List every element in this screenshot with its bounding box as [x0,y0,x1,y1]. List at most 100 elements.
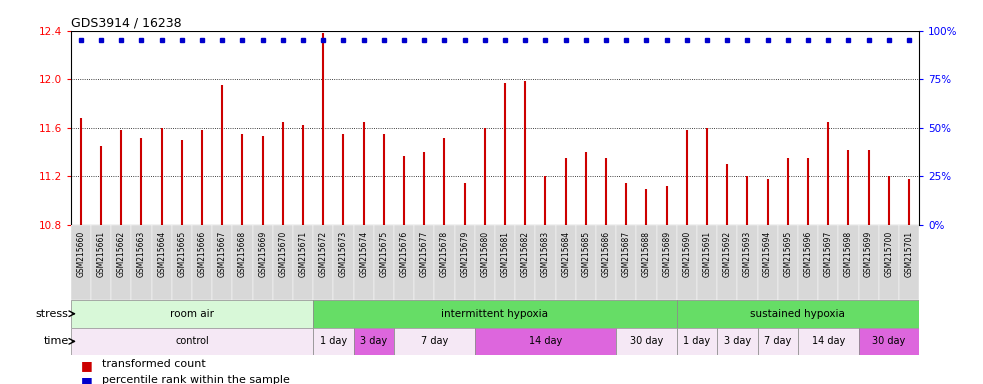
Bar [697,225,718,300]
Text: GSM215697: GSM215697 [824,231,833,277]
Text: GSM215663: GSM215663 [137,231,145,277]
Bar [172,225,192,300]
Bar [151,225,172,300]
Bar [434,225,454,300]
Text: GSM215676: GSM215676 [399,231,409,277]
Text: GSM215687: GSM215687 [621,231,631,277]
Bar [454,225,475,300]
Bar [394,225,414,300]
Bar [758,225,778,300]
Bar [737,225,758,300]
Text: GSM215660: GSM215660 [77,231,86,277]
Bar [758,328,798,355]
Bar [676,328,718,355]
Bar [374,225,394,300]
Bar [515,225,536,300]
Text: GSM215670: GSM215670 [278,231,287,277]
Text: GSM215668: GSM215668 [238,231,247,277]
Text: 14 day: 14 day [529,336,562,346]
Bar [232,225,253,300]
Text: GSM215695: GSM215695 [783,231,792,277]
Text: 3 day: 3 day [723,336,751,346]
Text: GSM215682: GSM215682 [521,231,530,277]
Bar [192,225,212,300]
Bar [314,225,333,300]
Bar [253,225,272,300]
Text: GSM215664: GSM215664 [157,231,166,277]
Text: GSM215672: GSM215672 [318,231,327,277]
Text: 14 day: 14 day [812,336,844,346]
Bar [71,225,91,300]
Bar [616,328,676,355]
Bar [132,225,151,300]
Text: stress: stress [36,309,69,319]
Bar [494,225,515,300]
Text: GSM215694: GSM215694 [763,231,772,277]
Bar [475,225,494,300]
Text: ■: ■ [81,375,92,384]
Bar [898,225,919,300]
Bar [414,225,434,300]
Bar [879,225,898,300]
Text: GSM215671: GSM215671 [299,231,308,277]
Text: GSM215678: GSM215678 [440,231,449,277]
Bar [798,225,818,300]
Bar [838,225,858,300]
Text: GSM215666: GSM215666 [198,231,206,277]
Text: GSM215669: GSM215669 [259,231,267,277]
Text: 3 day: 3 day [360,336,387,346]
Bar [676,225,697,300]
Text: GSM215699: GSM215699 [864,231,873,277]
Text: GSM215661: GSM215661 [96,231,105,277]
Text: GSM215701: GSM215701 [904,231,913,277]
Text: GSM215674: GSM215674 [359,231,369,277]
Text: 30 day: 30 day [872,336,905,346]
Text: GSM215677: GSM215677 [420,231,429,277]
Text: GDS3914 / 16238: GDS3914 / 16238 [71,17,182,30]
Bar [475,328,616,355]
Bar [676,300,919,328]
Text: 1 day: 1 day [319,336,347,346]
Text: percentile rank within the sample: percentile rank within the sample [102,375,290,384]
Bar [718,328,758,355]
Bar [71,328,314,355]
Bar [596,225,616,300]
Text: room air: room air [170,309,214,319]
Bar [314,300,676,328]
Text: GSM215692: GSM215692 [723,231,731,277]
Text: control: control [175,336,208,346]
Bar [718,225,737,300]
Bar [354,225,374,300]
Text: GSM215681: GSM215681 [500,231,509,277]
Text: GSM215685: GSM215685 [581,231,591,277]
Bar [314,328,354,355]
Text: GSM215693: GSM215693 [743,231,752,277]
Bar [71,300,314,328]
Text: 7 day: 7 day [764,336,791,346]
Text: GSM215686: GSM215686 [602,231,610,277]
Text: transformed count: transformed count [102,359,206,369]
Text: sustained hypoxia: sustained hypoxia [750,309,845,319]
Bar [858,328,919,355]
Text: GSM215691: GSM215691 [703,231,712,277]
Text: intermittent hypoxia: intermittent hypoxia [441,309,549,319]
Bar [555,225,576,300]
Bar [616,225,636,300]
Text: GSM215673: GSM215673 [339,231,348,277]
Text: time: time [43,336,69,346]
Text: GSM215698: GSM215698 [844,231,853,277]
Text: GSM215680: GSM215680 [481,231,490,277]
Text: 30 day: 30 day [630,336,664,346]
Bar [272,225,293,300]
Text: GSM215689: GSM215689 [663,231,671,277]
Bar [636,225,657,300]
Text: GSM215700: GSM215700 [885,231,894,277]
Text: GSM215667: GSM215667 [218,231,227,277]
Text: GSM215679: GSM215679 [460,231,469,277]
Text: ■: ■ [81,359,92,372]
Text: GSM215665: GSM215665 [177,231,187,277]
Bar [354,328,394,355]
Text: 7 day: 7 day [421,336,448,346]
Bar [576,225,596,300]
Text: GSM215675: GSM215675 [379,231,388,277]
